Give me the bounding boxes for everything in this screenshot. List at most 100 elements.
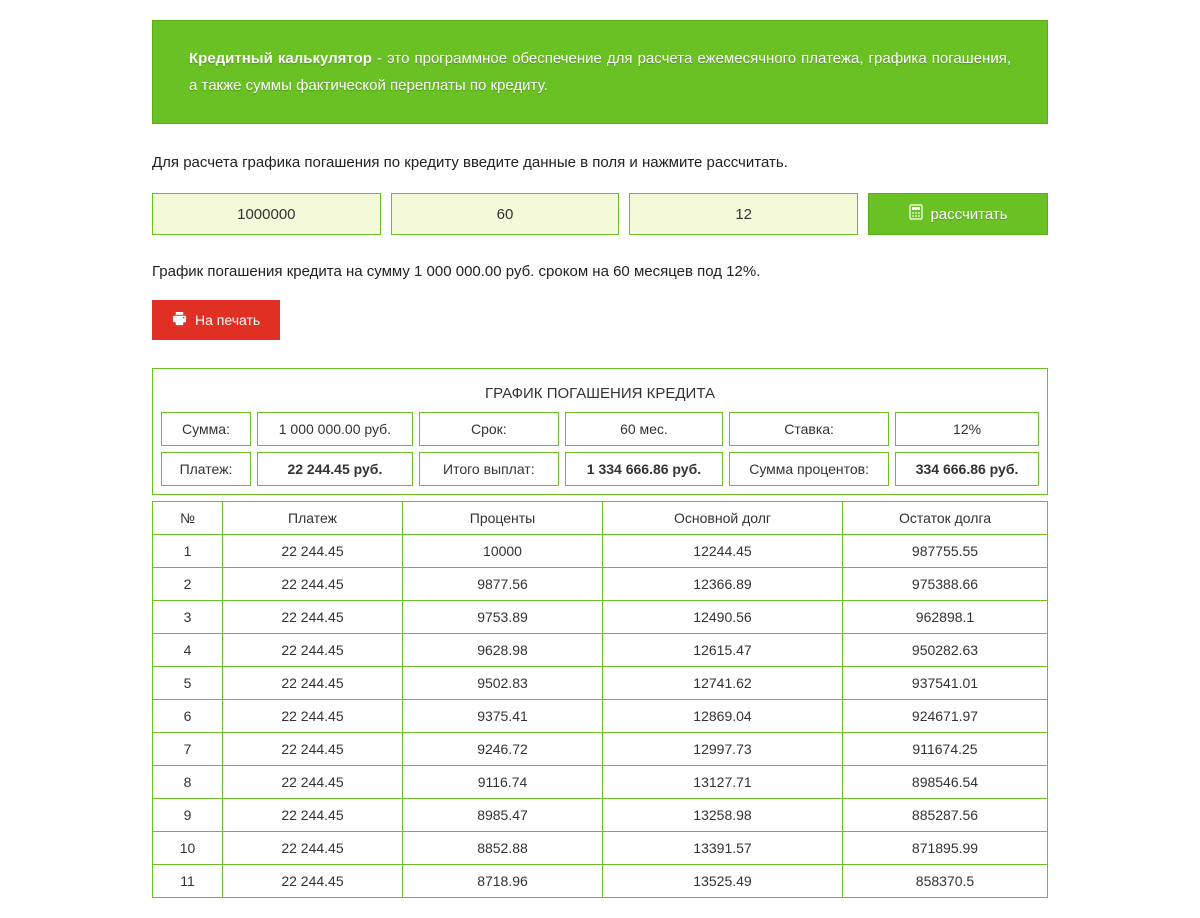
table-row: 222 244.459877.5612366.89975388.66	[153, 568, 1048, 601]
table-cell: 9116.74	[403, 766, 603, 799]
print-icon	[172, 311, 187, 329]
summary-text: График погашения кредита на сумму 1 000 …	[152, 263, 1048, 280]
total-label: Итого выплат:	[419, 452, 559, 486]
schedule-table: № Платеж Проценты Основной долг Остаток …	[152, 501, 1048, 898]
rate-label: Ставка:	[729, 412, 889, 446]
table-cell: 22 244.45	[223, 667, 403, 700]
table-cell: 898546.54	[843, 766, 1048, 799]
calculator-icon	[908, 204, 924, 224]
col-interest: Проценты	[403, 502, 603, 535]
schedule-table-wrap: ГРАФИК ПОГАШЕНИЯ КРЕДИТА Сумма: 1 000 00…	[152, 368, 1048, 898]
sum-value: 1 000 000.00 руб.	[257, 412, 413, 446]
table-row: 622 244.459375.4112869.04924671.97	[153, 700, 1048, 733]
table-row: 922 244.458985.4713258.98885287.56	[153, 799, 1048, 832]
table-cell: 12490.56	[603, 601, 843, 634]
table-cell: 12244.45	[603, 535, 843, 568]
schedule-header-row: № Платеж Проценты Основной долг Остаток …	[153, 502, 1048, 535]
table-row: 422 244.459628.9812615.47950282.63	[153, 634, 1048, 667]
table-cell: 9628.98	[403, 634, 603, 667]
table-cell: 13258.98	[603, 799, 843, 832]
table-cell: 4	[153, 634, 223, 667]
table-cell: 950282.63	[843, 634, 1048, 667]
table-cell: 22 244.45	[223, 865, 403, 898]
months-input[interactable]	[391, 193, 620, 235]
table-cell: 962898.1	[843, 601, 1048, 634]
calculate-button[interactable]: рассчитать	[868, 193, 1048, 235]
table-cell: 22 244.45	[223, 634, 403, 667]
table-cell: 9877.56	[403, 568, 603, 601]
table-cell: 22 244.45	[223, 700, 403, 733]
interest-value: 334 666.86 руб.	[895, 452, 1039, 486]
table-cell: 22 244.45	[223, 832, 403, 865]
table-cell: 12366.89	[603, 568, 843, 601]
amount-input[interactable]	[152, 193, 381, 235]
table-cell: 13127.71	[603, 766, 843, 799]
col-number: №	[153, 502, 223, 535]
table-cell: 7	[153, 733, 223, 766]
table-cell: 22 244.45	[223, 799, 403, 832]
table-cell: 871895.99	[843, 832, 1048, 865]
table-row: 522 244.459502.8312741.62937541.01	[153, 667, 1048, 700]
table-cell: 9	[153, 799, 223, 832]
table-row: 322 244.459753.8912490.56962898.1	[153, 601, 1048, 634]
table-row: 822 244.459116.7413127.71898546.54	[153, 766, 1048, 799]
table-cell: 22 244.45	[223, 568, 403, 601]
table-cell: 9502.83	[403, 667, 603, 700]
table-cell: 12997.73	[603, 733, 843, 766]
table-cell: 10000	[403, 535, 603, 568]
table-cell: 911674.25	[843, 733, 1048, 766]
table-cell: 2	[153, 568, 223, 601]
table-row: 122 244.451000012244.45987755.55	[153, 535, 1048, 568]
table-cell: 6	[153, 700, 223, 733]
table-row: 1122 244.458718.9613525.49858370.5	[153, 865, 1048, 898]
table-cell: 9375.41	[403, 700, 603, 733]
print-button-label: На печать	[195, 312, 260, 328]
col-balance: Остаток долга	[843, 502, 1048, 535]
instruction-text: Для расчета графика погашения по кредиту…	[152, 154, 1048, 171]
total-value: 1 334 666.86 руб.	[565, 452, 723, 486]
table-cell: 13391.57	[603, 832, 843, 865]
info-banner: Кредитный калькулятор - это программное …	[152, 20, 1048, 124]
table-cell: 885287.56	[843, 799, 1048, 832]
term-value: 60 мес.	[565, 412, 723, 446]
table-cell: 975388.66	[843, 568, 1048, 601]
print-button[interactable]: На печать	[152, 300, 280, 340]
rate-input[interactable]	[629, 193, 858, 235]
table-cell: 8	[153, 766, 223, 799]
table-cell: 9753.89	[403, 601, 603, 634]
table-cell: 12741.62	[603, 667, 843, 700]
table-cell: 9246.72	[403, 733, 603, 766]
rate-value: 12%	[895, 412, 1039, 446]
col-principal: Основной долг	[603, 502, 843, 535]
payment-value: 22 244.45 руб.	[257, 452, 413, 486]
calculate-button-label: рассчитать	[930, 206, 1007, 223]
table-cell: 22 244.45	[223, 766, 403, 799]
table-cell: 22 244.45	[223, 733, 403, 766]
table-cell: 3	[153, 601, 223, 634]
sum-label: Сумма:	[161, 412, 251, 446]
table-cell: 5	[153, 667, 223, 700]
term-label: Срок:	[419, 412, 559, 446]
interest-label: Сумма процентов:	[729, 452, 889, 486]
table-cell: 12615.47	[603, 634, 843, 667]
table-cell: 8718.96	[403, 865, 603, 898]
table-cell: 12869.04	[603, 700, 843, 733]
banner-title: Кредитный калькулятор	[189, 50, 372, 67]
table-cell: 987755.55	[843, 535, 1048, 568]
payment-label: Платеж:	[161, 452, 251, 486]
table-cell: 22 244.45	[223, 601, 403, 634]
col-payment: Платеж	[223, 502, 403, 535]
table-row: 1022 244.458852.8813391.57871895.99	[153, 832, 1048, 865]
table-cell: 937541.01	[843, 667, 1048, 700]
table-cell: 924671.97	[843, 700, 1048, 733]
table-cell: 8985.47	[403, 799, 603, 832]
table-cell: 8852.88	[403, 832, 603, 865]
summary-table: ГРАФИК ПОГАШЕНИЯ КРЕДИТА Сумма: 1 000 00…	[152, 368, 1048, 495]
table-title: ГРАФИК ПОГАШЕНИЯ КРЕДИТА	[161, 377, 1039, 406]
table-cell: 11	[153, 865, 223, 898]
table-cell: 858370.5	[843, 865, 1048, 898]
table-cell: 13525.49	[603, 865, 843, 898]
table-cell: 1	[153, 535, 223, 568]
calculator-form: рассчитать	[152, 193, 1048, 235]
table-cell: 22 244.45	[223, 535, 403, 568]
